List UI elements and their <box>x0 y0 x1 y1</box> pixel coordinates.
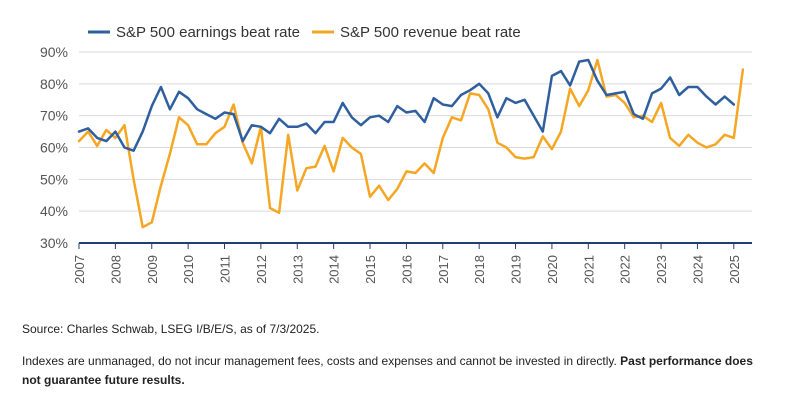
x-tick-label: 2007 <box>72 255 87 284</box>
legend-label-revenue: S&P 500 revenue beat rate <box>340 24 521 41</box>
earnings-beat-rate-line <box>77 58 736 152</box>
y-tick-label: 60% <box>40 140 68 156</box>
y-tick-label: 50% <box>40 171 68 187</box>
legend-label-earnings: S&P 500 earnings beat rate <box>116 24 300 41</box>
revenue-beat-rate-line <box>77 58 745 229</box>
disclaimer: Indexes are unmanaged, do not incur mana… <box>22 352 767 390</box>
y-tick-label: 80% <box>40 76 68 92</box>
x-tick-label: 2025 <box>727 255 742 284</box>
y-tick-label: 30% <box>40 235 68 251</box>
x-tick-label: 2008 <box>108 255 123 284</box>
x-tick-label: 2012 <box>254 255 269 284</box>
line-chart: S&P 500 earnings beat rate S&P 500 reven… <box>40 24 752 284</box>
x-tick-label: 2017 <box>436 255 451 284</box>
x-tick-label: 2014 <box>327 255 342 284</box>
x-tick-label: 2020 <box>545 255 560 284</box>
gridlines <box>79 51 752 244</box>
x-tick-label: 2018 <box>472 255 487 284</box>
x-tick-label: 2021 <box>581 255 596 284</box>
x-tick-label: 2016 <box>399 255 414 284</box>
x-tick-label: 2015 <box>363 255 378 284</box>
source-note: Source: Charles Schwab, LSEG I/B/E/S, as… <box>22 322 320 336</box>
x-tick-label: 2022 <box>618 255 633 284</box>
disclaimer-text: Indexes are unmanaged, do not incur mana… <box>22 354 621 368</box>
x-tick-label: 2013 <box>290 255 305 284</box>
y-tick-label: 90% <box>40 44 68 60</box>
chart-series <box>77 58 745 229</box>
x-tick-label: 2010 <box>181 255 196 284</box>
chart-legend: S&P 500 earnings beat rate S&P 500 reven… <box>88 24 521 41</box>
x-tick-label: 2019 <box>509 255 524 284</box>
x-tick-label: 2024 <box>690 255 705 284</box>
x-axis-ticks: 2007 2008 2009 2010 2011 2012 2013 2014 2015 2016… <box>72 243 742 284</box>
disclaimer-bold-text: Past performance does not guarantee futu… <box>22 354 753 387</box>
x-tick-label: 2023 <box>654 255 669 284</box>
y-tick-label: 70% <box>40 108 68 124</box>
x-tick-label: 2009 <box>145 255 160 284</box>
y-tick-label: 40% <box>40 203 68 219</box>
y-axis-ticks: 90% 80% 70% 60% 50% 40% 30% <box>40 44 68 251</box>
x-tick-label: 2011 <box>218 255 233 283</box>
